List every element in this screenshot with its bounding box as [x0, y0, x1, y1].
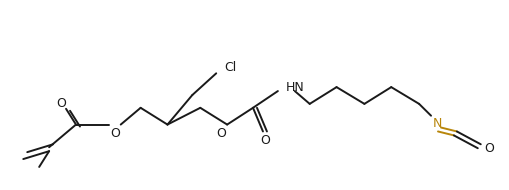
- Text: O: O: [216, 127, 225, 140]
- Text: O: O: [109, 127, 120, 140]
- Text: HN: HN: [285, 81, 304, 94]
- Text: N: N: [432, 117, 441, 130]
- Text: Cl: Cl: [224, 61, 236, 74]
- Text: O: O: [56, 97, 66, 110]
- Text: O: O: [483, 142, 493, 155]
- Text: O: O: [260, 134, 269, 147]
